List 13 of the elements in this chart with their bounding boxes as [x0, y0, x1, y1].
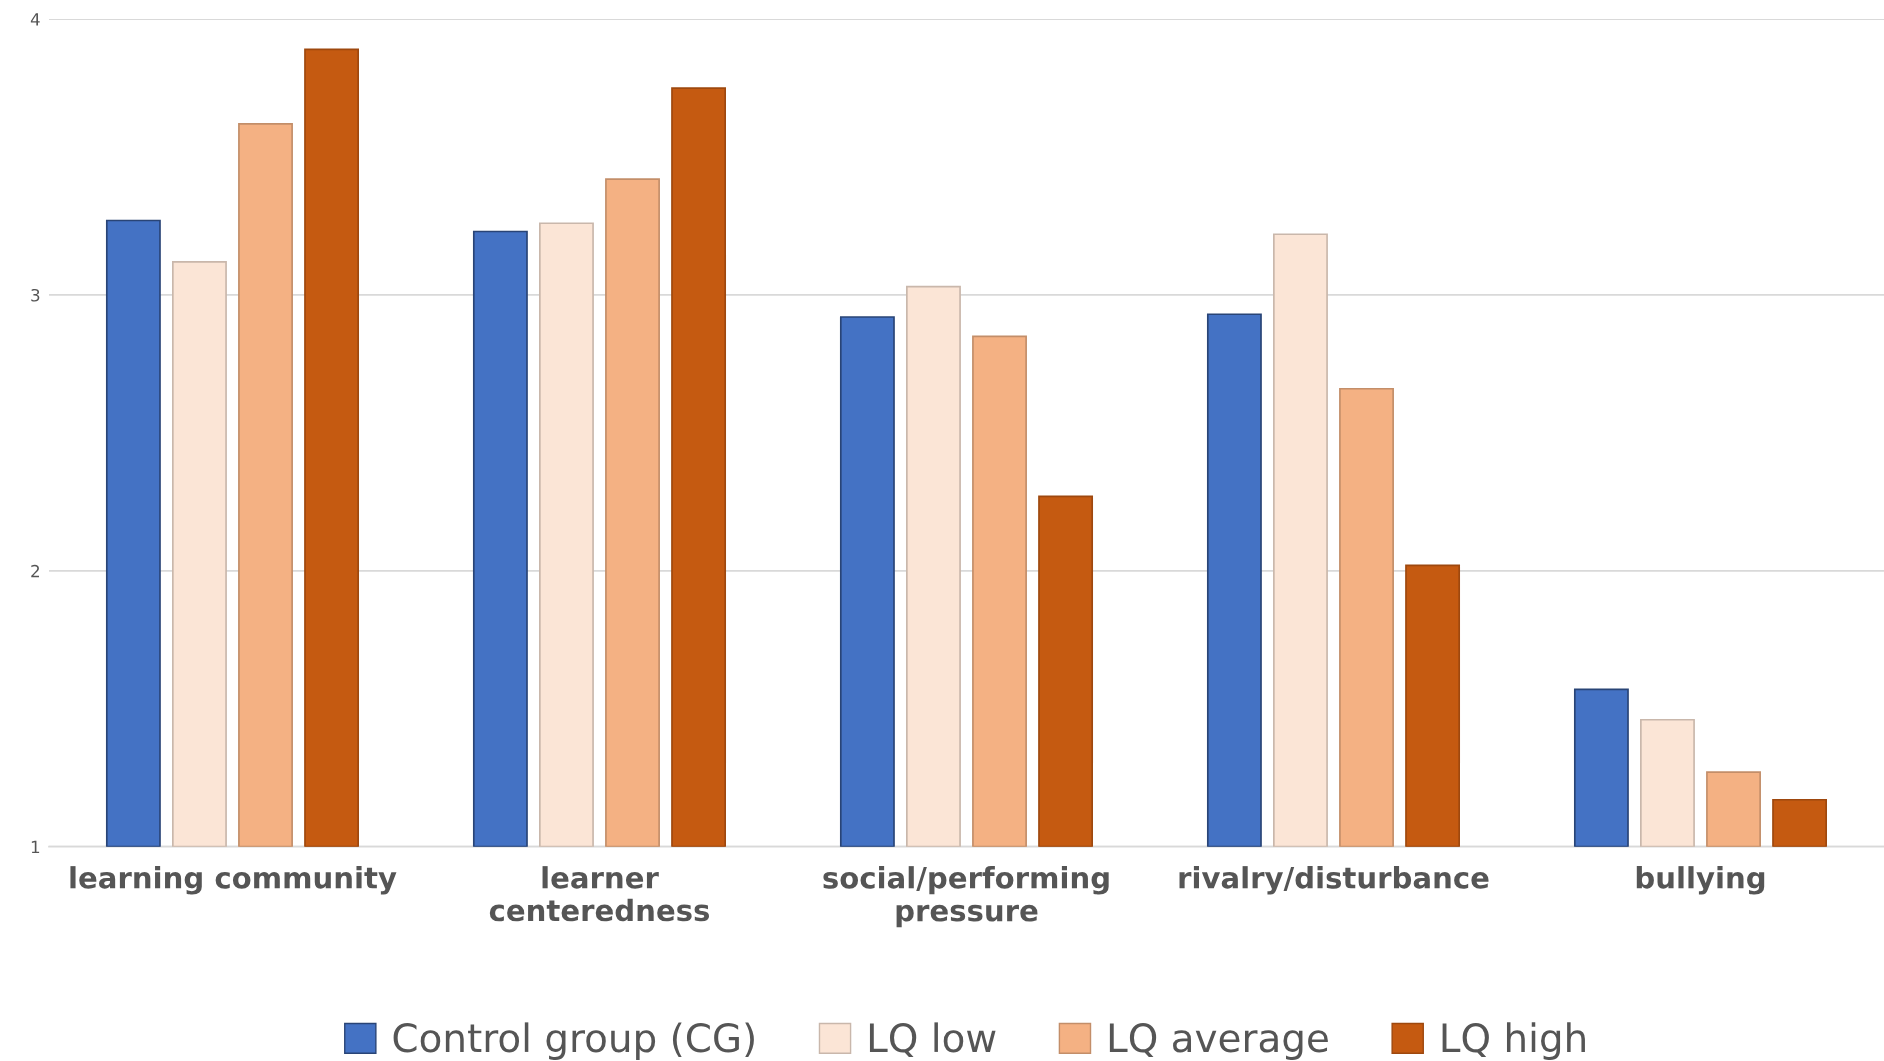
y-tick-label: 2 [31, 564, 39, 578]
y-tick-label: 4 [30, 13, 40, 26]
legend-label: LQ average [1109, 1023, 1328, 1060]
legend-label: LQ high [1442, 1022, 1585, 1060]
x-tick-label: rivalry/disturbance [1179, 866, 1489, 895]
y-tick-label: 1 [31, 840, 40, 854]
x-tick-label: bullying [1636, 866, 1765, 895]
y-tick-label: 3 [31, 288, 40, 302]
x-tick-label: learner centeredness [489, 866, 710, 922]
x-tick-label: learning community [70, 866, 397, 895]
legend-label: LQ low [869, 1022, 996, 1057]
legend-label: Control group (CG) [393, 1022, 754, 1060]
x-tick-label: social/performing pressure [823, 866, 1109, 928]
